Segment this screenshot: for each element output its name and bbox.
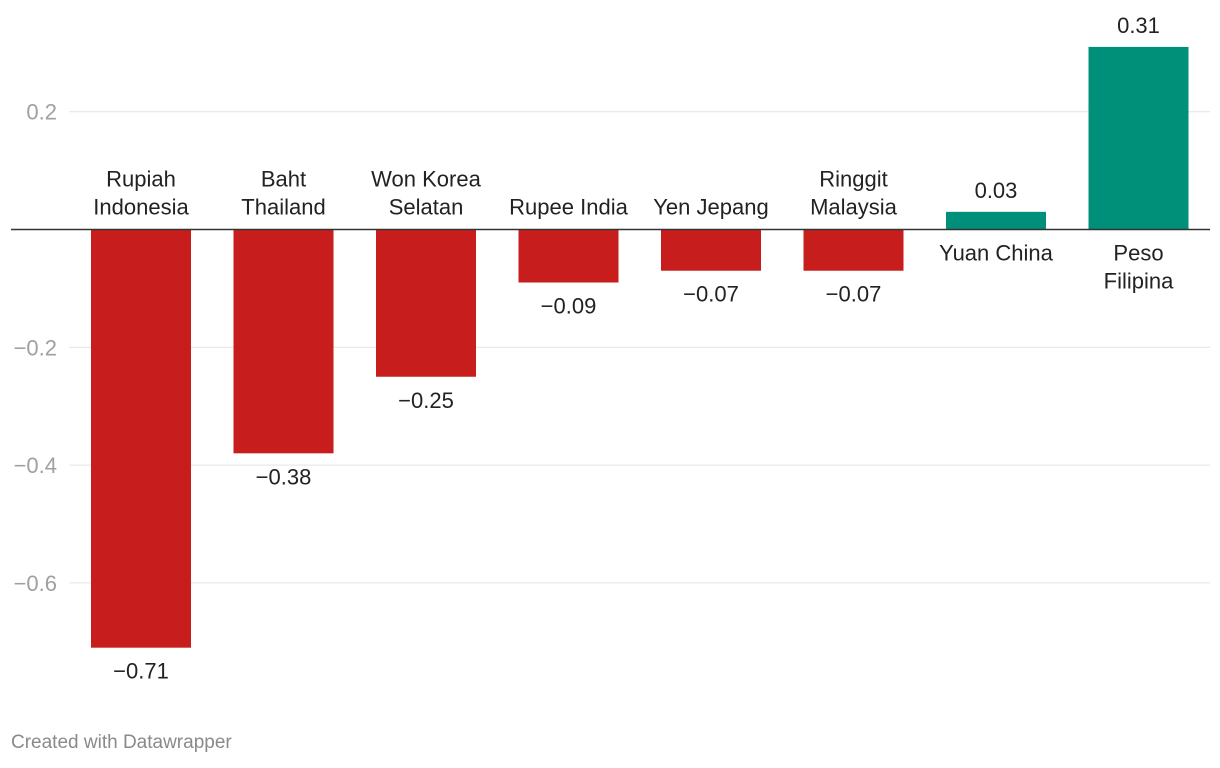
bar	[91, 229, 191, 648]
bar	[376, 229, 476, 377]
bar	[233, 229, 334, 454]
category-label: Yen Jepang	[653, 195, 768, 220]
value-label: 0.31	[1117, 13, 1160, 38]
value-label: −0.38	[256, 464, 312, 489]
value-label: −0.07	[826, 282, 882, 307]
category-label: Baht Thailand	[241, 167, 325, 220]
bar-labels: −0.71 Rupiah Indonesia −0.38 Baht Thailand −0.…	[93, 13, 1174, 684]
bar	[1088, 46, 1189, 230]
bar	[803, 229, 904, 271]
value-label: 0.03	[975, 178, 1018, 203]
bar	[946, 211, 1046, 230]
y-tick-label: −0.4	[14, 453, 57, 478]
value-label: −0.71	[113, 659, 169, 684]
category-label: Rupiah Indonesia	[93, 167, 189, 220]
category-label: Rupee India	[509, 195, 628, 220]
y-tick-label: 0.2	[26, 100, 57, 125]
value-label: −0.09	[541, 294, 597, 319]
bar	[661, 229, 761, 271]
category-label: Yuan China	[939, 241, 1054, 266]
category-label: Peso Filipina	[1104, 241, 1174, 294]
y-tick-label: −0.2	[14, 335, 57, 360]
value-label: −0.25	[398, 388, 454, 413]
bar	[518, 229, 619, 283]
category-label: Ringgit Malaysia	[810, 167, 898, 220]
y-tick-label: −0.6	[14, 571, 57, 596]
y-axis-ticks: 0.2 −0.2 −0.4 −0.6	[14, 100, 57, 596]
bar-chart: 0.2 −0.2 −0.4 −0.6 −0.71 Rupiah Indonesia −0.3…	[11, 13, 1210, 684]
category-label: Won Korea Selatan	[371, 167, 481, 220]
footer-credit: Created with Datawrapper	[11, 732, 232, 753]
bars	[91, 46, 1189, 648]
value-label: −0.07	[683, 282, 739, 307]
